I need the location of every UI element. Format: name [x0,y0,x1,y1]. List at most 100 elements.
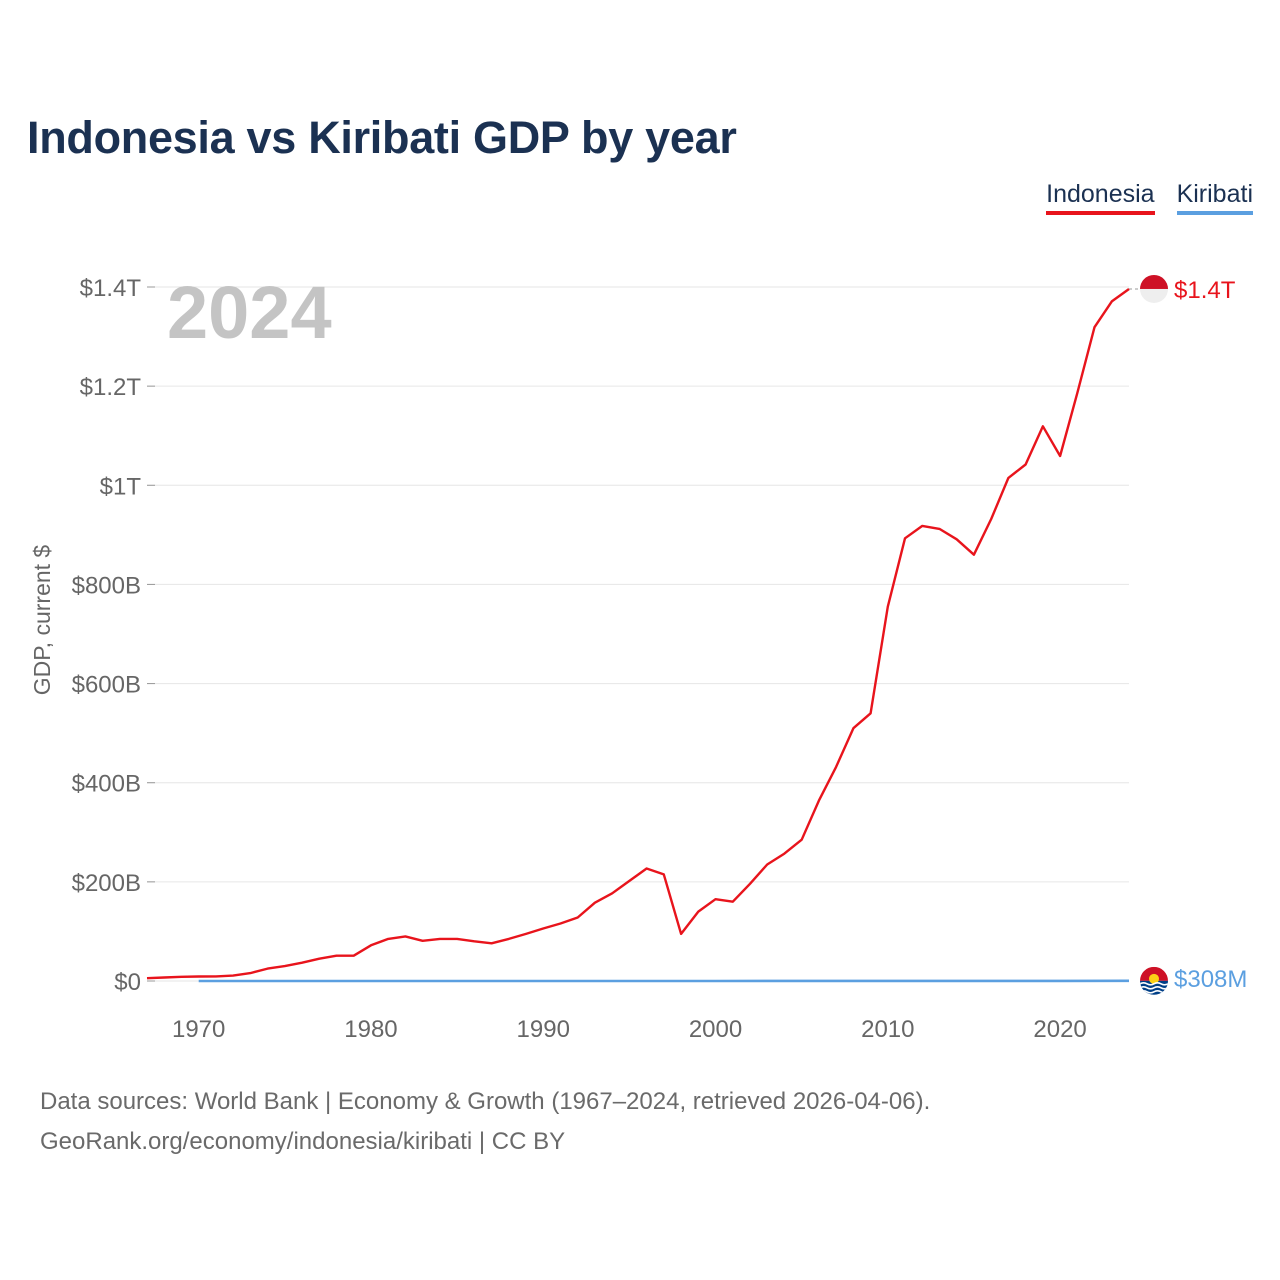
legend: Indonesia Kiribati [1046,180,1253,215]
data-point-kiribati[interactable] [365,975,377,987]
data-point-indonesia[interactable] [537,922,549,934]
data-point-indonesia[interactable] [399,930,411,942]
data-point-indonesia[interactable] [468,935,480,947]
data-point-indonesia[interactable] [434,933,446,945]
data-point-indonesia[interactable] [710,893,722,905]
legend-item-kiribati[interactable]: Kiribati [1176,180,1253,215]
x-tick-label: 1990 [517,1016,570,1043]
data-point-kiribati[interactable] [451,975,463,987]
x-tick-label: 1980 [344,1016,397,1043]
x-tick-label: 2020 [1033,1016,1086,1043]
end-label-kiribati: $308M [1174,966,1247,993]
data-point-indonesia[interactable] [623,875,635,887]
data-point-indonesia[interactable] [520,928,532,940]
data-point-indonesia[interactable] [761,859,773,871]
data-point-indonesia[interactable] [158,972,170,984]
y-tick-label: $1.4T [80,275,142,302]
data-point-indonesia[interactable] [778,848,790,860]
data-point-indonesia[interactable] [641,862,653,874]
data-point-indonesia[interactable] [865,707,877,719]
data-point-indonesia[interactable] [985,513,997,525]
data-point-indonesia[interactable] [175,971,187,983]
data-point-indonesia[interactable] [606,887,618,899]
x-tick-label: 2010 [861,1016,914,1043]
data-point-kiribati[interactable] [882,975,894,987]
data-point-indonesia[interactable] [1089,321,1101,333]
data-point-indonesia[interactable] [847,722,859,734]
data-point-indonesia[interactable] [796,834,808,846]
x-tick-labels: 1970 1980 1990 2000 2010 2020 [172,1016,1087,1043]
data-point-kiribati[interactable] [796,975,808,987]
data-point-kiribati[interactable] [279,975,291,987]
data-point-indonesia[interactable] [503,933,515,945]
data-point-indonesia[interactable] [141,972,153,984]
data-point-indonesia[interactable] [692,906,704,918]
data-point-kiribati[interactable] [623,975,635,987]
footer-link[interactable]: GeoRank.org/economy/indonesia/kiribati |… [40,1128,566,1155]
y-tick-label: $600B [72,672,141,699]
data-point-indonesia[interactable] [262,963,274,975]
y-tick-label: $0 [114,969,141,996]
data-point-indonesia[interactable] [417,935,429,947]
data-point-kiribati[interactable] [537,975,549,987]
footer: Data sources: World Bank | Economy & Gro… [40,1082,930,1162]
data-point-indonesia[interactable] [658,868,670,880]
indonesia-flag-icon [1140,274,1168,303]
kiribati-flag-icon [1140,966,1168,995]
footer-source: Data sources: World Bank | Economy & Gro… [40,1088,931,1115]
y-tick-labels: $0 $200B $400B $600B $800B $1T $1.2T $1.4T [72,275,142,996]
y-axis-label: GDP, current $ [29,545,55,696]
data-point-kiribati[interactable] [1123,975,1135,987]
y-tick-label: $1T [100,473,142,500]
data-point-kiribati[interactable] [968,975,980,987]
legend-item-indonesia[interactable]: Indonesia [1046,180,1155,215]
data-point-indonesia[interactable] [830,761,842,773]
data-point-indonesia[interactable] [727,896,739,908]
data-point-indonesia[interactable] [882,601,894,613]
data-point-indonesia[interactable] [1071,387,1083,399]
x-tick-label: 1970 [172,1016,225,1043]
data-point-indonesia[interactable] [744,878,756,890]
data-point-indonesia[interactable] [675,928,687,940]
year-label: 2024 [167,271,332,354]
data-point-indonesia[interactable] [1037,420,1049,432]
data-point-kiribati[interactable] [1054,975,1066,987]
data-point-indonesia[interactable] [933,523,945,535]
data-point-indonesia[interactable] [572,912,584,924]
data-point-indonesia[interactable] [554,917,566,929]
data-point-indonesia[interactable] [296,957,308,969]
data-point-indonesia[interactable] [451,933,463,945]
x-tick-label: 2000 [689,1016,742,1043]
data-point-indonesia[interactable] [331,950,343,962]
data-point-indonesia[interactable] [951,533,963,545]
data-point-indonesia[interactable] [1020,458,1032,470]
data-point-kiribati[interactable] [710,975,722,987]
y-tick-label: $800B [72,572,141,599]
data-point-indonesia[interactable] [813,795,825,807]
end-markers: $1.4T $308M [1129,274,1247,995]
data-point-indonesia[interactable] [968,549,980,561]
data-point-indonesia[interactable] [486,937,498,949]
data-point-indonesia[interactable] [279,960,291,972]
end-label-indonesia: $1.4T [1174,277,1236,304]
data-point-indonesia[interactable] [589,897,601,909]
data-point-indonesia[interactable] [899,532,911,544]
data-point-indonesia[interactable] [348,950,360,962]
data-point-indonesia[interactable] [313,953,325,965]
grid-layer [147,286,1129,982]
series-line-indonesia[interactable] [146,288,1130,980]
chart-title: Indonesia vs Kiribati GDP by year [27,112,737,163]
data-point-indonesia[interactable] [1002,472,1014,484]
line-chart: $0 $200B $400B $600B $800B $1T $1.2T $1.4T 1970… [29,271,1247,1043]
y-tick-label: $200B [72,870,141,897]
y-tick-label: $1.2T [80,374,142,401]
data-point-indonesia[interactable] [916,520,928,532]
series-layer [141,288,1135,987]
data-point-indonesia[interactable] [244,967,256,979]
data-point-kiribati[interactable] [193,975,205,987]
data-point-indonesia[interactable] [365,939,377,951]
data-point-indonesia[interactable] [1106,295,1118,307]
y-tick-label: $400B [72,771,141,798]
data-point-indonesia[interactable] [1054,450,1066,462]
data-point-indonesia[interactable] [382,933,394,945]
